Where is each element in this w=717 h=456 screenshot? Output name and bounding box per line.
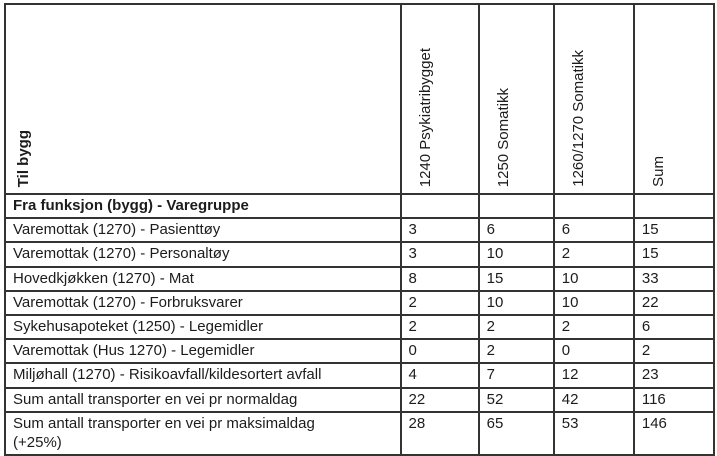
cell-value: 2 [399, 289, 480, 316]
cell-value: 28 [399, 410, 480, 456]
transport-counts-table: Til bygg 1240 Psykiatribygget 1250 Somat… [4, 3, 716, 456]
cell-value: 6 [552, 217, 635, 244]
cell-value: 52 [477, 386, 555, 413]
row-label: Varemottak (1270) - Forbruksvarer [4, 289, 402, 316]
table-row-sum-maksimaldag: Sum antall transporter en vei pr maksima… [4, 410, 716, 456]
cell-value: 33 [632, 265, 716, 292]
empty-cell [399, 192, 480, 220]
corner-header-cell: Til bygg [4, 3, 402, 195]
table-row: Varemottak (1270) - Personaltøy 3 10 2 1… [4, 241, 716, 268]
cell-value: 53 [552, 410, 635, 456]
cell-value: 3 [399, 217, 480, 244]
cell-value: 2 [552, 241, 635, 268]
cell-value: 22 [399, 386, 480, 413]
cell-value: 15 [632, 241, 716, 268]
cell-value: 8 [399, 265, 480, 292]
row-label: Sykehusapoteket (1250) - Legemidler [4, 313, 402, 341]
cell-value: 12 [552, 362, 635, 389]
cell-value: 4 [399, 362, 480, 389]
cell-value: 23 [632, 362, 716, 389]
cell-value: 2 [477, 338, 555, 365]
cell-value: 10 [552, 265, 635, 292]
corner-header-label: Til bygg [15, 129, 32, 187]
cell-value: 0 [552, 338, 635, 365]
cell-value: 6 [632, 313, 716, 341]
cell-value: 6 [477, 217, 555, 244]
cell-value: 10 [477, 289, 555, 316]
row-label: Sum antall transporter en vei pr maksima… [4, 410, 402, 456]
row-label: Hovedkjøkken (1270) - Mat [4, 265, 402, 292]
column-header-psykiatribygget: 1240 Psykiatribygget [416, 47, 434, 187]
cell-value: 2 [632, 338, 716, 365]
row-label: Sum antall transporter en vei pr normald… [4, 386, 402, 413]
cell-value: 3 [399, 241, 480, 268]
table-row: Hovedkjøkken (1270) - Mat 8 15 10 33 [4, 265, 716, 292]
cell-value: 116 [632, 386, 716, 413]
section-header-label: Fra funksjon (bygg) - Varegruppe [4, 192, 402, 220]
table-row: Varemottak (Hus 1270) - Legemidler 0 2 0… [4, 338, 716, 365]
section-header-row: Fra funksjon (bygg) - Varegruppe [4, 192, 716, 220]
cell-value: 15 [632, 217, 716, 244]
cell-value: 10 [477, 241, 555, 268]
empty-cell [632, 192, 716, 220]
row-label: Varemottak (1270) - Personaltøy [4, 241, 402, 268]
table-header-row: Til bygg 1240 Psykiatribygget 1250 Somat… [4, 3, 716, 195]
document-page: Til bygg 1240 Psykiatribygget 1250 Somat… [4, 3, 716, 456]
column-header-cell: 1250 Somatikk [477, 3, 555, 195]
cell-value: 2 [552, 313, 635, 341]
table-row: Sykehusapoteket (1250) - Legemidler 2 2 … [4, 313, 716, 341]
cell-value: 42 [552, 386, 635, 413]
empty-cell [477, 192, 555, 220]
table-row-sum-normaldag: Sum antall transporter en vei pr normald… [4, 386, 716, 413]
cell-value: 7 [477, 362, 555, 389]
empty-cell [552, 192, 635, 220]
cell-value: 2 [399, 313, 480, 341]
column-header-cell: 1260/1270 Somatikk [552, 3, 635, 195]
row-label: Varemottak (Hus 1270) - Legemidler [4, 338, 402, 365]
cell-value: 146 [632, 410, 716, 456]
table-row: Varemottak (1270) - Pasienttøy 3 6 6 15 [4, 217, 716, 244]
cell-value: 0 [399, 338, 480, 365]
table-row: Varemottak (1270) - Forbruksvarer 2 10 1… [4, 289, 716, 316]
cell-value: 65 [477, 410, 555, 456]
column-header-sum: Sum [649, 156, 667, 187]
column-header-cell: Sum [632, 3, 716, 195]
row-label: Varemottak (1270) - Pasienttøy [4, 217, 402, 244]
column-header-1250-somatikk: 1250 Somatikk [494, 87, 512, 187]
cell-value: 10 [552, 289, 635, 316]
column-header-cell: 1240 Psykiatribygget [399, 3, 480, 195]
cell-value: 15 [477, 265, 555, 292]
cell-value: 2 [477, 313, 555, 341]
table-row: Miljøhall (1270) - Risikoavfall/kildesor… [4, 362, 716, 389]
column-header-1260-1270-somatikk: 1260/1270 Somatikk [569, 50, 587, 187]
row-label: Miljøhall (1270) - Risikoavfall/kildesor… [4, 362, 402, 389]
cell-value: 22 [632, 289, 716, 316]
